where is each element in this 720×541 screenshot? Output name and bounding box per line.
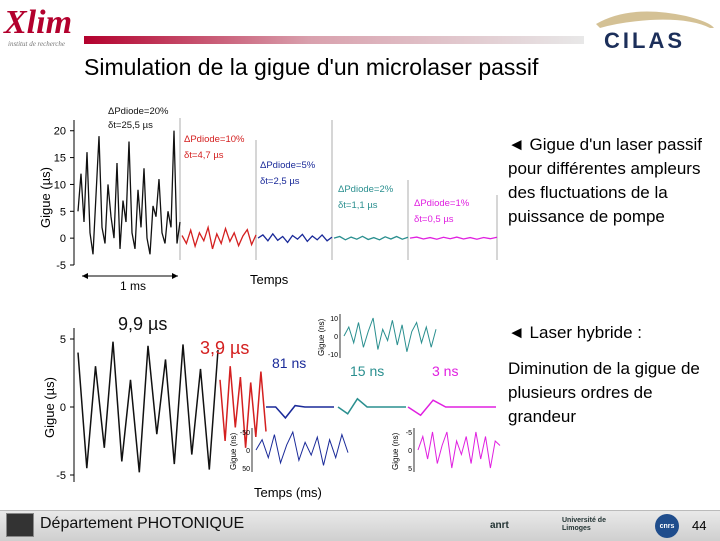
series-line [77, 341, 219, 473]
y-tick-label: 0 [60, 233, 66, 245]
y-tick-label: 5 [60, 334, 66, 346]
cnrs-logo: cnrs [655, 514, 679, 538]
anrt-logo: anrt [490, 514, 509, 536]
xlim-tagline: institut de recherche [8, 40, 66, 48]
page-number: 44 [692, 518, 707, 533]
x-axis-label: Temps [250, 272, 289, 287]
series-line [77, 130, 181, 255]
bullet-hybrid-laser: ◄ Laser hybride : [508, 323, 642, 342]
series-line [333, 235, 409, 241]
cilas-logo-text: CILAS [604, 28, 685, 50]
jitter-chart-top: 20 15 10 5 0 -5 ΔPdiode=20% δt=25,5 µs ΔPdiode=… [38, 106, 498, 293]
inset-series-line [255, 430, 349, 466]
segment-label-dp: ΔPdiode=2% [338, 184, 394, 195]
segment-label-dt: δt=0,5 µs [414, 214, 454, 225]
y-tick-label: -5 [56, 260, 66, 272]
y-tick-label: -5 [56, 470, 66, 482]
header-divider [84, 36, 584, 44]
inset-y-axis-label: Gigue (ns) [391, 432, 400, 470]
segment-label-dt: δt=25,5 µs [108, 120, 153, 131]
series-line [219, 366, 267, 448]
series-line [409, 236, 498, 240]
segment-label: 3,9 µs [200, 338, 249, 358]
slide-title: Simulation de la gigue d'un microlaser p… [84, 54, 539, 80]
unilim-logo-text: Université de Limoges [562, 517, 606, 532]
xlim-logo-text: Xlim [4, 4, 73, 41]
inset-y-tick-label: -5 [406, 430, 412, 437]
paragraph-jitter-reduction: Diminution de la gigue de plusieurs ordr… [508, 359, 700, 426]
series-line [407, 399, 496, 417]
x-axis-label: Temps (ms) [254, 485, 322, 500]
bullet-passive-jitter: ◄ Gigue d'un laser passif pour différent… [508, 135, 702, 226]
segment-label-dt: δt=2,5 µs [260, 176, 300, 187]
department-name: Département PHOTONIQUE [40, 515, 245, 532]
inset-y-tick-label: -10 [328, 352, 338, 359]
inset-y-tick-label: 5 [408, 466, 412, 473]
scale-bar-right-arrow [172, 273, 178, 279]
department-logo-icon [6, 513, 34, 537]
unilim-logo: Université de Limoges [562, 514, 632, 536]
segment-label-dt: δt=4,7 µs [184, 150, 224, 161]
segment-label: 9,9 µs [118, 314, 167, 334]
cilas-logo: CILAS [590, 6, 716, 53]
y-tick-label: 5 [60, 206, 66, 218]
inset-y-tick-label: -50 [240, 430, 250, 437]
inset-y-tick-label: 0 [334, 334, 338, 341]
y-tick-label: 10 [54, 179, 66, 191]
footer-bar [0, 510, 720, 541]
inset-y-tick-label: 0 [246, 448, 250, 455]
series-line [181, 224, 257, 250]
scale-bar-left-arrow [82, 273, 88, 279]
segment-label-dp: ΔPdiode=1% [414, 198, 470, 209]
scale-bar-label: 1 ms [120, 279, 146, 293]
segment-label-dp: ΔPdiode=20% [108, 106, 169, 117]
segment-label: 81 ns [272, 355, 306, 371]
header-bar [0, 0, 720, 58]
xlim-logo: Xlim institut de recherche [4, 4, 84, 52]
segment-label: 3 ns [432, 363, 458, 379]
y-tick-label: 20 [54, 126, 66, 138]
inset-chart: -5 0 5 Gigue (ns) [391, 428, 501, 473]
inset-chart: -50 0 50 Gigue (ns) [229, 428, 349, 473]
inset-y-axis-label: Gigue (ns) [317, 318, 326, 356]
y-tick-label: 15 [54, 153, 66, 165]
y-tick-label: 0 [60, 402, 66, 414]
segment-label: 15 ns [350, 363, 384, 379]
inset-y-tick-label: 50 [242, 466, 250, 473]
inset-y-axis-label: Gigue (ns) [229, 432, 238, 470]
inset-series-line [417, 431, 501, 469]
segment-label-dt: δt=1,1 µs [338, 200, 378, 211]
inset-series-line [343, 317, 437, 352]
series-line [257, 232, 333, 244]
series-line [266, 404, 334, 420]
series-line [337, 397, 406, 415]
anrt-logo-text: anrt [490, 519, 509, 531]
inset-y-tick-label: 0 [408, 448, 412, 455]
segment-label-dp: ΔPdiode=5% [260, 160, 316, 171]
segment-label-dp: ΔPdiode=10% [184, 134, 245, 145]
inset-y-tick-label: 10 [330, 316, 338, 323]
cnrs-logo-text: cnrs [659, 522, 675, 530]
y-axis-label: Gigue (µs) [38, 167, 53, 228]
y-axis-label: Gigue (µs) [42, 377, 57, 438]
